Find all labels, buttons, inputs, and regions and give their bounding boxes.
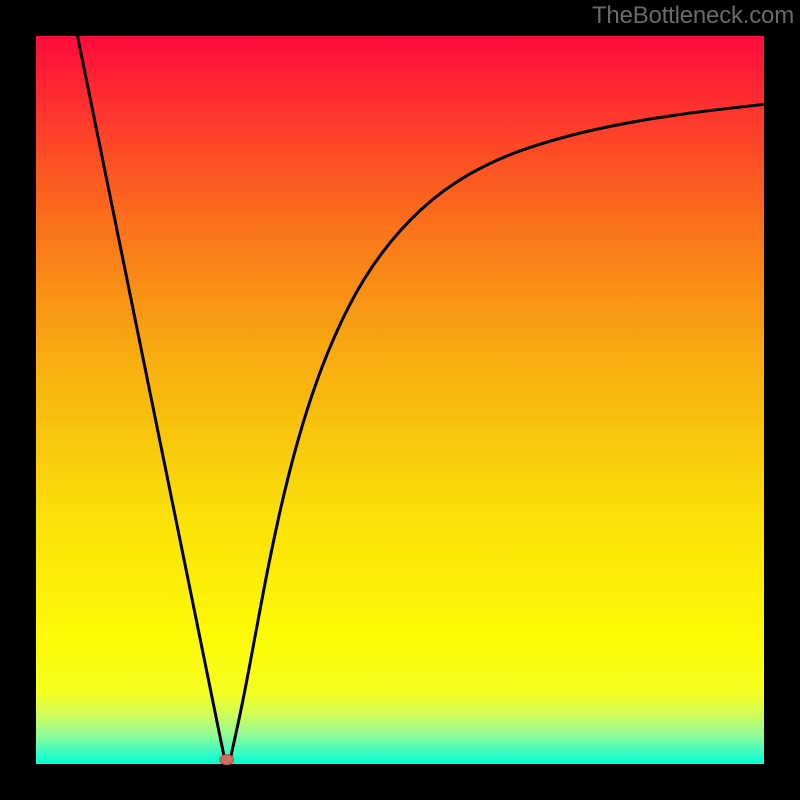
chart-stage: TheBottleneck.com bbox=[0, 0, 800, 800]
dip-marker bbox=[220, 755, 234, 765]
watermark-text: TheBottleneck.com bbox=[592, 2, 794, 30]
plot-panel bbox=[36, 36, 764, 764]
bottleneck-chart bbox=[0, 0, 800, 800]
